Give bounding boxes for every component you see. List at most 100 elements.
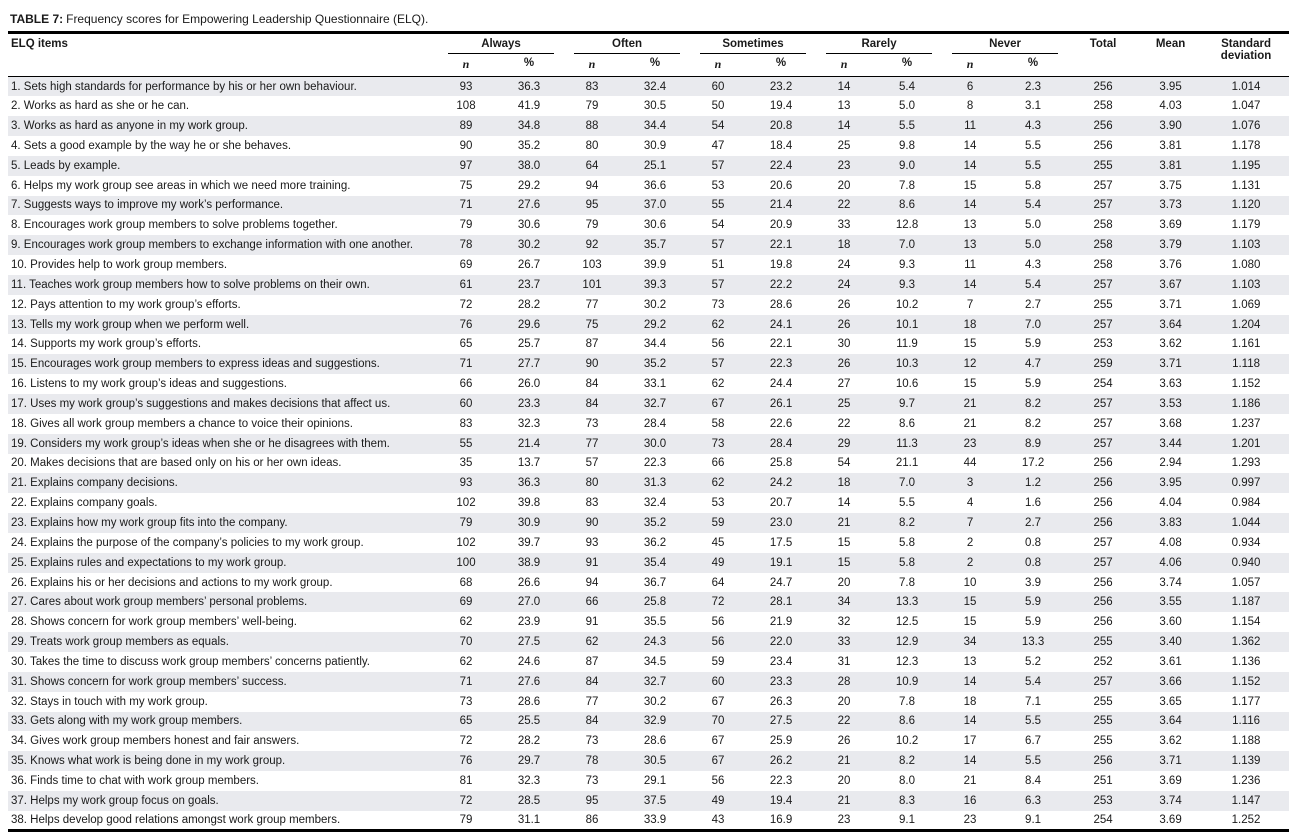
value-cell: 17 (963, 735, 977, 748)
value-cell: 256 (1093, 139, 1113, 152)
value-cell: 14 (963, 715, 977, 728)
value-cell: 80 (585, 139, 599, 152)
value-cell: 21 (963, 774, 977, 787)
value-cell: 77 (585, 437, 599, 450)
value-cell: 77 (585, 695, 599, 708)
value-cell: 9.3 (899, 259, 916, 272)
value-cell: 3.53 (1159, 397, 1182, 410)
value-cell: 7.0 (899, 239, 916, 252)
value-cell: 102 (456, 497, 476, 510)
value-cell: 16.9 (769, 813, 793, 826)
value-cell: 14 (963, 278, 977, 291)
value-cell: 8.2 (899, 755, 916, 768)
value-cell: 18 (837, 239, 851, 252)
value-cell: 1.154 (1231, 616, 1261, 629)
elq-item-label: 9. Encourages work group members to exch… (11, 239, 414, 252)
value-cell: 83 (459, 417, 473, 430)
value-cell: 14 (837, 80, 851, 93)
value-cell: 257 (1093, 179, 1113, 192)
elq-item-label: 35. Knows what work is being done in my … (11, 755, 286, 768)
value-cell: 1.080 (1231, 259, 1261, 272)
value-cell: 34 (963, 636, 977, 649)
value-cell: 258 (1093, 259, 1113, 272)
value-cell: 8.2 (1025, 417, 1042, 430)
value-cell: 34.4 (643, 120, 667, 133)
value-cell: 13.3 (895, 596, 919, 609)
table-row: 30. Takes the time to discuss work group… (8, 651, 1290, 672)
elq-item-label: 26. Explains his or her decisions and ac… (11, 576, 333, 589)
group-label-rarely: Rarely (826, 36, 933, 54)
value-cell: 257 (1093, 318, 1113, 331)
value-cell: 10.6 (895, 378, 919, 391)
elq-item-label: 14. Supports my work group’s efforts. (11, 338, 202, 351)
table-row: 27. Cares about work group members’ pers… (8, 592, 1290, 613)
value-cell: 259 (1093, 358, 1113, 371)
value-cell: 3.75 (1159, 179, 1182, 192)
table-row: 38. Helps develop good relations amongst… (8, 810, 1290, 831)
table-row: 15. Encourages work group members to exp… (8, 354, 1290, 375)
value-cell: 6.7 (1025, 735, 1042, 748)
value-cell: 1.195 (1231, 159, 1261, 172)
value-cell: 72 (459, 735, 473, 748)
table-row: 16. Listens to my work group’s ideas and… (8, 374, 1290, 394)
value-cell: 3.64 (1159, 715, 1182, 728)
value-cell: 20 (837, 179, 851, 192)
value-cell: 54 (711, 120, 725, 133)
value-cell: 14 (963, 139, 977, 152)
value-cell: 5.5 (899, 120, 916, 133)
value-cell: 62 (585, 636, 599, 649)
value-cell: 21 (837, 794, 851, 807)
value-cell: 70 (459, 636, 473, 649)
value-cell: 3.62 (1159, 338, 1182, 351)
table-row: 29. Treats work group members as equals.… (8, 632, 1290, 652)
value-cell: 83 (585, 80, 599, 93)
value-cell: 20.7 (769, 497, 793, 510)
subheader-n-rarely: n (816, 54, 873, 77)
value-cell: 101 (582, 278, 602, 291)
table-row: 6. Helps my work group see areas in whic… (8, 175, 1290, 196)
elq-item-label: 38. Helps develop good relations amongst… (11, 813, 341, 826)
value-cell: 8.4 (1025, 774, 1042, 787)
value-cell: 54 (837, 457, 851, 470)
value-cell: 79 (585, 219, 599, 232)
value-cell: 33.9 (643, 813, 667, 826)
value-cell: 57 (711, 159, 725, 172)
value-cell: 3.69 (1159, 813, 1182, 826)
elq-item-label: 32. Stays in touch with my work group. (11, 695, 208, 708)
value-cell: 21.9 (769, 616, 793, 629)
value-cell: 8.2 (1025, 397, 1042, 410)
value-cell: 11.9 (896, 338, 918, 351)
value-cell: 93 (459, 80, 473, 93)
table-row: 10. Provides help to work group members.… (8, 255, 1290, 275)
value-cell: 25.8 (769, 457, 793, 470)
value-cell: 5.9 (1025, 616, 1042, 629)
value-cell: 44 (963, 457, 977, 470)
value-cell: 3.69 (1159, 219, 1182, 232)
subheader-pct-sometimes: % (746, 54, 817, 77)
value-cell: 9.1 (1025, 813, 1042, 826)
elq-item-label: 37. Helps my work group focus on goals. (11, 794, 219, 807)
value-cell: 17.5 (769, 536, 793, 549)
value-cell: 2 (966, 556, 974, 569)
value-cell: 64 (585, 159, 599, 172)
value-cell: 19.1 (769, 556, 793, 569)
value-cell: 60 (711, 675, 725, 688)
value-cell: 73 (711, 298, 725, 311)
subheader-n-often: n (564, 54, 621, 77)
value-cell: 15 (837, 536, 851, 549)
value-cell: 9.7 (899, 397, 916, 410)
value-cell: 22.1 (769, 338, 793, 351)
value-cell: 57 (585, 457, 599, 470)
value-cell: 28.2 (517, 735, 541, 748)
value-cell: 75 (585, 318, 599, 331)
column-group-always: Always (438, 33, 564, 54)
value-cell: 29.2 (517, 179, 541, 192)
value-cell: 2 (966, 536, 974, 549)
value-cell: 25.7 (517, 338, 541, 351)
value-cell: 257 (1093, 417, 1113, 430)
value-cell: 1.044 (1231, 516, 1261, 529)
value-cell: 258 (1093, 100, 1113, 113)
value-cell: 7.0 (899, 477, 916, 490)
value-cell: 13 (963, 655, 977, 668)
value-cell: 34 (837, 596, 851, 609)
